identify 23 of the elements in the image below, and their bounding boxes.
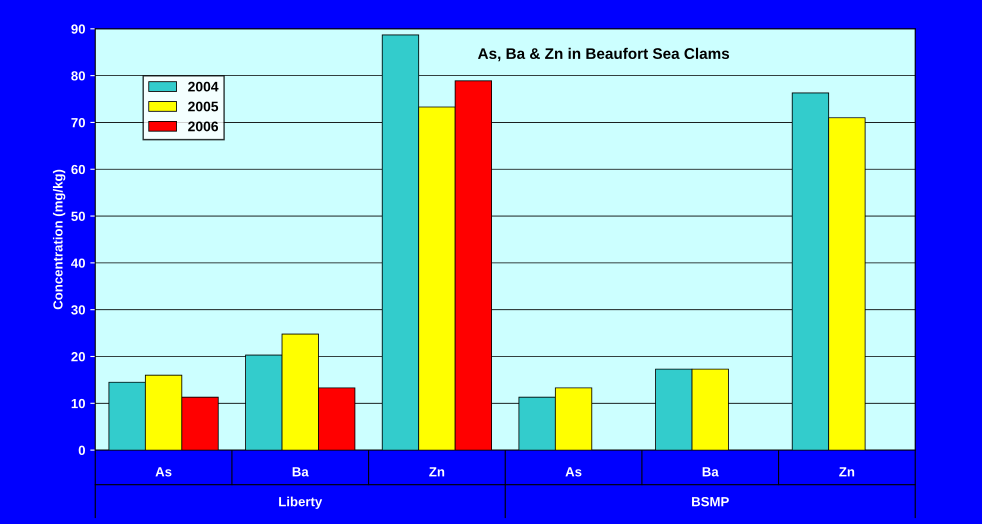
y-tick-label: 0 (78, 446, 85, 456)
x-tick-label: Ba (702, 467, 719, 476)
y-tick-label: 40 (71, 258, 85, 268)
x-tick-label: Zn (429, 467, 444, 476)
legend-label: 2004 (188, 82, 218, 92)
y-tick-label: 70 (71, 118, 85, 128)
y-axis-title: Concentration (mg/kg) (52, 170, 66, 310)
legend-label: 2006 (188, 121, 218, 132)
y-tick-label: 50 (71, 212, 85, 221)
y-tick-label: 10 (72, 398, 85, 408)
y-tick-label: 80 (71, 71, 85, 81)
y-tick-label: 30 (71, 305, 85, 315)
text: Liberty (279, 496, 322, 509)
y-tick-label: 60 (71, 164, 85, 174)
legend-label: 2005 (188, 102, 218, 112)
text: BSMP (692, 496, 729, 506)
text: As, Ba & Zn in Beaufort Sea Clams (478, 48, 730, 62)
x-tick-label: As (155, 467, 172, 476)
y-tick-label: 90 (71, 24, 85, 34)
x-tick-label: Ba (292, 467, 309, 476)
y-tick-label: 20 (71, 352, 85, 362)
x-tick-label: As (565, 467, 582, 476)
x-tick-label: Zn (839, 467, 854, 476)
